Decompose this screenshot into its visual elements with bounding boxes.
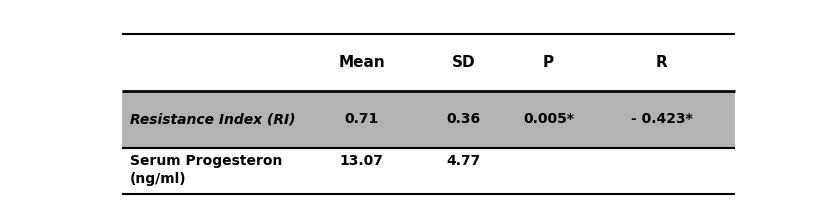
Text: SD: SD — [452, 55, 475, 70]
Text: 13.07: 13.07 — [339, 154, 383, 168]
Text: 0.36: 0.36 — [447, 112, 481, 126]
Text: P: P — [543, 55, 554, 70]
Bar — [122, 91, 735, 148]
Text: - 0.423*: - 0.423* — [631, 112, 693, 126]
Text: (ng/ml): (ng/ml) — [130, 172, 186, 186]
Text: 0.71: 0.71 — [344, 112, 379, 126]
Text: Resistance Index (RI): Resistance Index (RI) — [130, 112, 295, 126]
Text: 4.77: 4.77 — [447, 154, 481, 168]
Text: R: R — [656, 55, 667, 70]
Text: Mean: Mean — [339, 55, 385, 70]
Text: 0.005*: 0.005* — [523, 112, 574, 126]
Text: Serum Progesteron: Serum Progesteron — [130, 154, 282, 168]
